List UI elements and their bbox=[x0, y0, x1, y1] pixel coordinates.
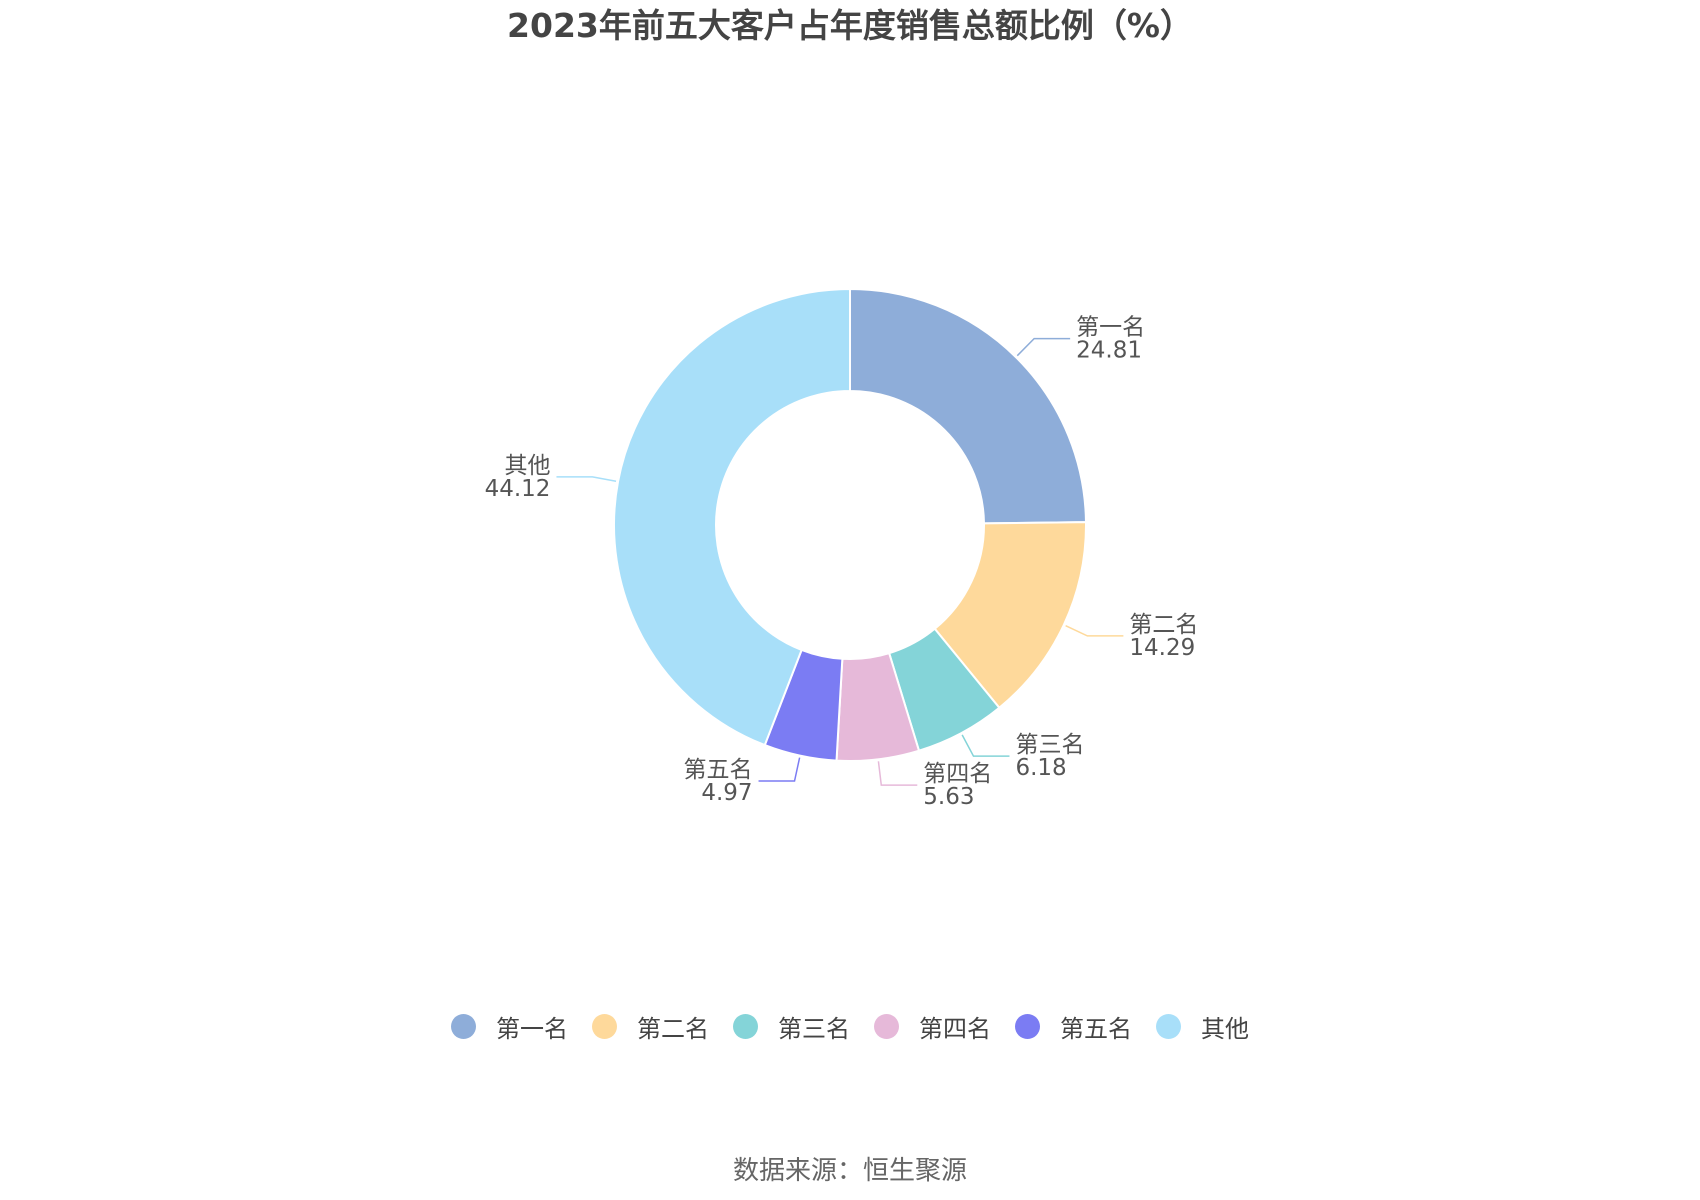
donut-slices bbox=[613, 287, 1087, 762]
legend-marker bbox=[451, 1013, 476, 1039]
slice-6-name-label: 其他 bbox=[504, 453, 550, 479]
legend-item-6[interactable]: 其他 bbox=[1156, 1010, 1249, 1043]
legend-label: 第二名 bbox=[637, 1014, 709, 1043]
legend-label: 第一名 bbox=[496, 1014, 568, 1043]
slice-4-name-label: 第四名 bbox=[923, 761, 992, 787]
legend-item-2[interactable]: 第二名 bbox=[592, 1010, 709, 1043]
label-leader-lines bbox=[556, 337, 1124, 786]
legend-marker bbox=[1156, 1013, 1181, 1039]
legend-marker bbox=[733, 1013, 758, 1039]
slice-2-leader-line bbox=[1065, 625, 1124, 637]
chart-title: 2023年前五大客户占年度销售总额比例（%） bbox=[507, 6, 1193, 45]
legend-label: 其他 bbox=[1201, 1014, 1249, 1043]
legend-marker bbox=[874, 1013, 899, 1039]
legend-item-4[interactable]: 第四名 bbox=[874, 1010, 991, 1043]
slice-5-leader-line bbox=[758, 757, 801, 782]
slice-2-value-label: 14.29 bbox=[1129, 635, 1195, 661]
slice-4-value-label: 5.63 bbox=[923, 784, 974, 810]
slice-3-value-label: 6.18 bbox=[1015, 755, 1066, 781]
data-source: 数据来源：恒生聚源 bbox=[732, 1156, 967, 1186]
slice-1-leader-line bbox=[1016, 337, 1071, 357]
slice-1-wedge[interactable] bbox=[849, 287, 1087, 525]
legend-label: 第五名 bbox=[1060, 1014, 1132, 1043]
slice-4-leader-line bbox=[877, 761, 918, 786]
slice-6-leader-line bbox=[556, 476, 617, 483]
legend-marker bbox=[592, 1013, 617, 1039]
slice-2-name-label: 第二名 bbox=[1129, 612, 1198, 638]
slice-5-name-label: 第五名 bbox=[684, 757, 753, 783]
legend-item-1[interactable]: 第一名 bbox=[451, 1010, 568, 1043]
slice-3-leader-line bbox=[961, 734, 1010, 757]
slice-5-value-label: 4.97 bbox=[701, 780, 752, 806]
slice-6-wedge[interactable] bbox=[613, 287, 851, 747]
slice-1-value-label: 24.81 bbox=[1076, 338, 1142, 364]
slice-1-name-label: 第一名 bbox=[1076, 315, 1145, 341]
chart-legend: 第一名 第二名 第三名 第四名 第五名 其他 bbox=[0, 1010, 1700, 1043]
legend-marker bbox=[1015, 1013, 1040, 1039]
slice-6-value-label: 44.12 bbox=[485, 476, 551, 502]
slice-3-name-label: 第三名 bbox=[1015, 732, 1084, 758]
legend-item-3[interactable]: 第三名 bbox=[733, 1010, 850, 1043]
legend-label: 第四名 bbox=[919, 1014, 991, 1043]
legend-item-5[interactable]: 第五名 bbox=[1015, 1010, 1132, 1043]
legend-label: 第三名 bbox=[778, 1014, 850, 1043]
